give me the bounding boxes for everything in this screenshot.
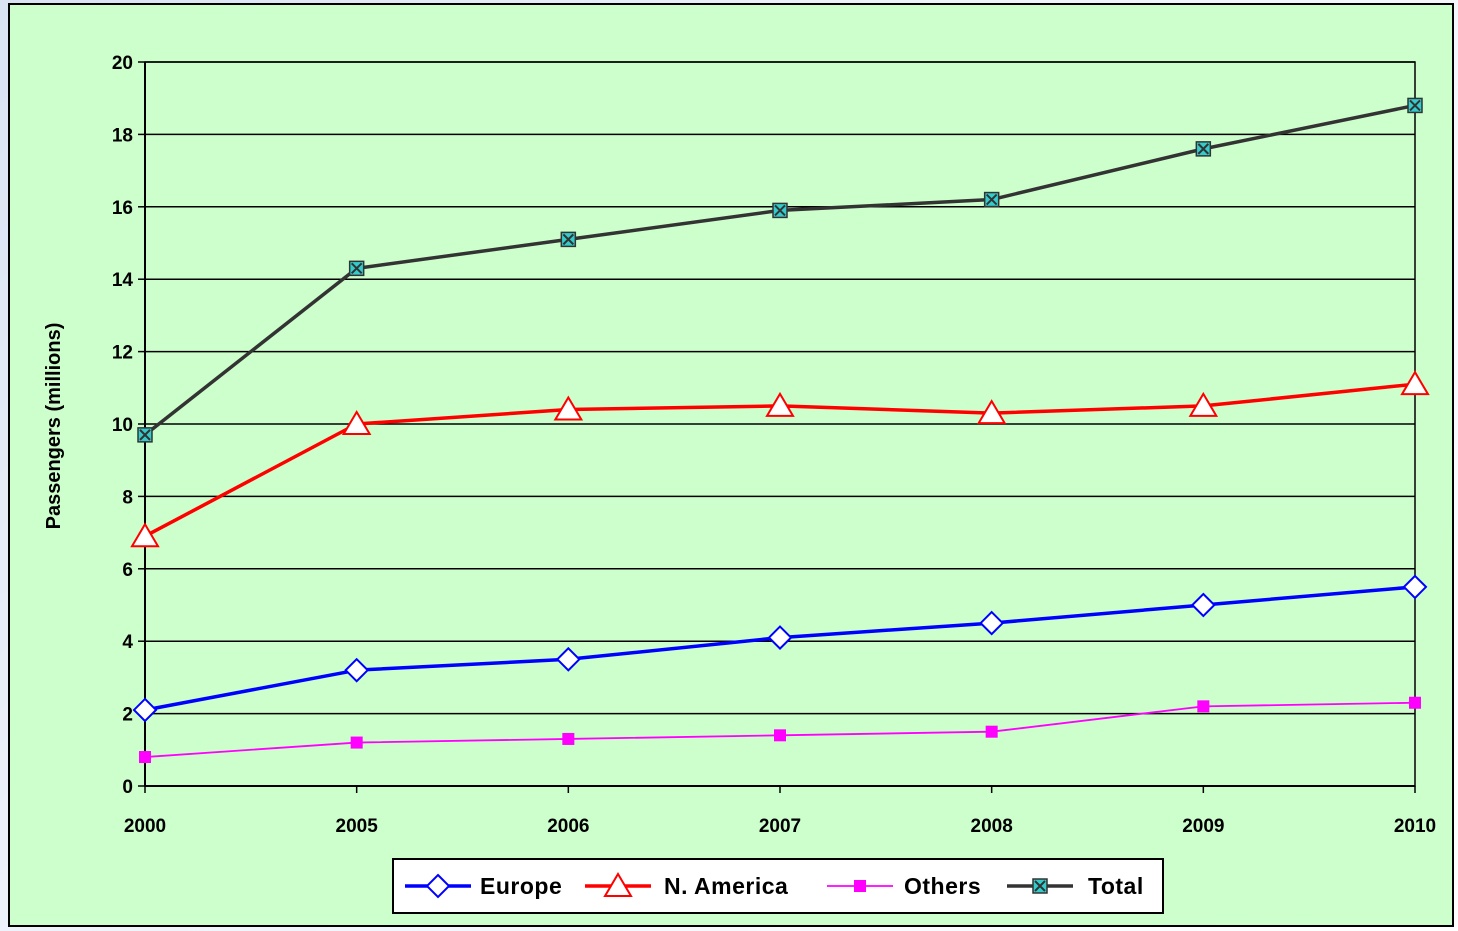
y-tick-label: 10 xyxy=(112,415,133,436)
data-point-others xyxy=(985,725,998,738)
data-point-n-america xyxy=(765,391,795,417)
data-point-total xyxy=(772,202,788,219)
data-point-total xyxy=(1407,97,1423,114)
gridlines xyxy=(145,61,1415,786)
x-tick-label: 2005 xyxy=(336,816,379,837)
data-point-europe xyxy=(979,610,1005,636)
x-tick-label: 2007 xyxy=(759,816,801,837)
x-tick-label: 2009 xyxy=(1182,816,1224,837)
data-point-europe xyxy=(344,657,370,683)
y-tick-label: 14 xyxy=(112,270,134,291)
legend-label: Others xyxy=(904,873,981,899)
legend-marker xyxy=(603,872,633,897)
data-point-total xyxy=(1195,141,1212,157)
x-tick-labels: 2000 2005 2006 2007 2008 2009 2010 xyxy=(124,816,1436,837)
data-point-n-america xyxy=(341,410,372,435)
data-point-europe xyxy=(1402,574,1428,600)
axes xyxy=(138,61,1416,793)
y-tick-label: 20 xyxy=(112,53,133,74)
x-tick-label: 2010 xyxy=(1394,816,1436,837)
data-point-europe xyxy=(1190,592,1216,618)
x-tick-label: 2008 xyxy=(971,816,1013,837)
y-tick-label: 6 xyxy=(122,560,133,581)
data-point-europe xyxy=(132,697,158,723)
y-tick-label: 4 xyxy=(122,632,133,653)
x-tick-label: 2000 xyxy=(124,816,166,837)
legend-marker xyxy=(854,880,866,892)
data-point-n-america xyxy=(130,522,160,548)
data-point-others xyxy=(350,736,363,749)
legend-item-total: Total xyxy=(1007,873,1144,899)
data-point-others xyxy=(1409,696,1421,709)
y-tick-label: 12 xyxy=(112,343,133,364)
legend-label: Europe xyxy=(480,873,562,899)
legend-item-europe: Europe xyxy=(405,873,562,899)
legend-item-others: Others xyxy=(827,873,981,899)
data-point-others xyxy=(1197,700,1210,713)
legend-item-n-america: N. America xyxy=(585,872,788,899)
legend-marker xyxy=(1032,878,1048,894)
y-tick-label: 0 xyxy=(122,777,133,798)
series-markers xyxy=(130,97,1430,764)
legend-marker xyxy=(425,873,451,899)
y-axis-label: Passengers (millions) xyxy=(43,323,65,530)
data-point-n-america xyxy=(976,399,1007,425)
data-point-total xyxy=(348,260,365,277)
data-point-others xyxy=(774,729,786,742)
y-tick-label: 8 xyxy=(122,487,133,508)
data-point-others xyxy=(139,751,151,764)
data-point-total xyxy=(560,231,577,248)
data-point-total xyxy=(983,191,1000,208)
data-point-others xyxy=(562,732,575,745)
legend-label: N. America xyxy=(664,873,788,899)
data-point-n-america xyxy=(553,395,584,421)
legend-label: Total xyxy=(1088,873,1144,899)
x-tick-label: 2006 xyxy=(547,816,589,837)
data-point-n-america xyxy=(1188,391,1219,417)
y-tick-labels: 0 2 4 6 8 10 12 14 16 18 20 xyxy=(112,53,134,798)
data-point-total xyxy=(137,427,153,443)
data-point-europe xyxy=(767,625,793,650)
y-tick-label: 18 xyxy=(112,125,133,146)
legend: Europe N. America Others Total xyxy=(392,858,1164,914)
y-tick-label: 2 xyxy=(122,705,133,726)
y-tick-label: 16 xyxy=(112,198,133,219)
data-point-n-america xyxy=(1400,370,1430,396)
data-point-europe xyxy=(555,646,581,672)
